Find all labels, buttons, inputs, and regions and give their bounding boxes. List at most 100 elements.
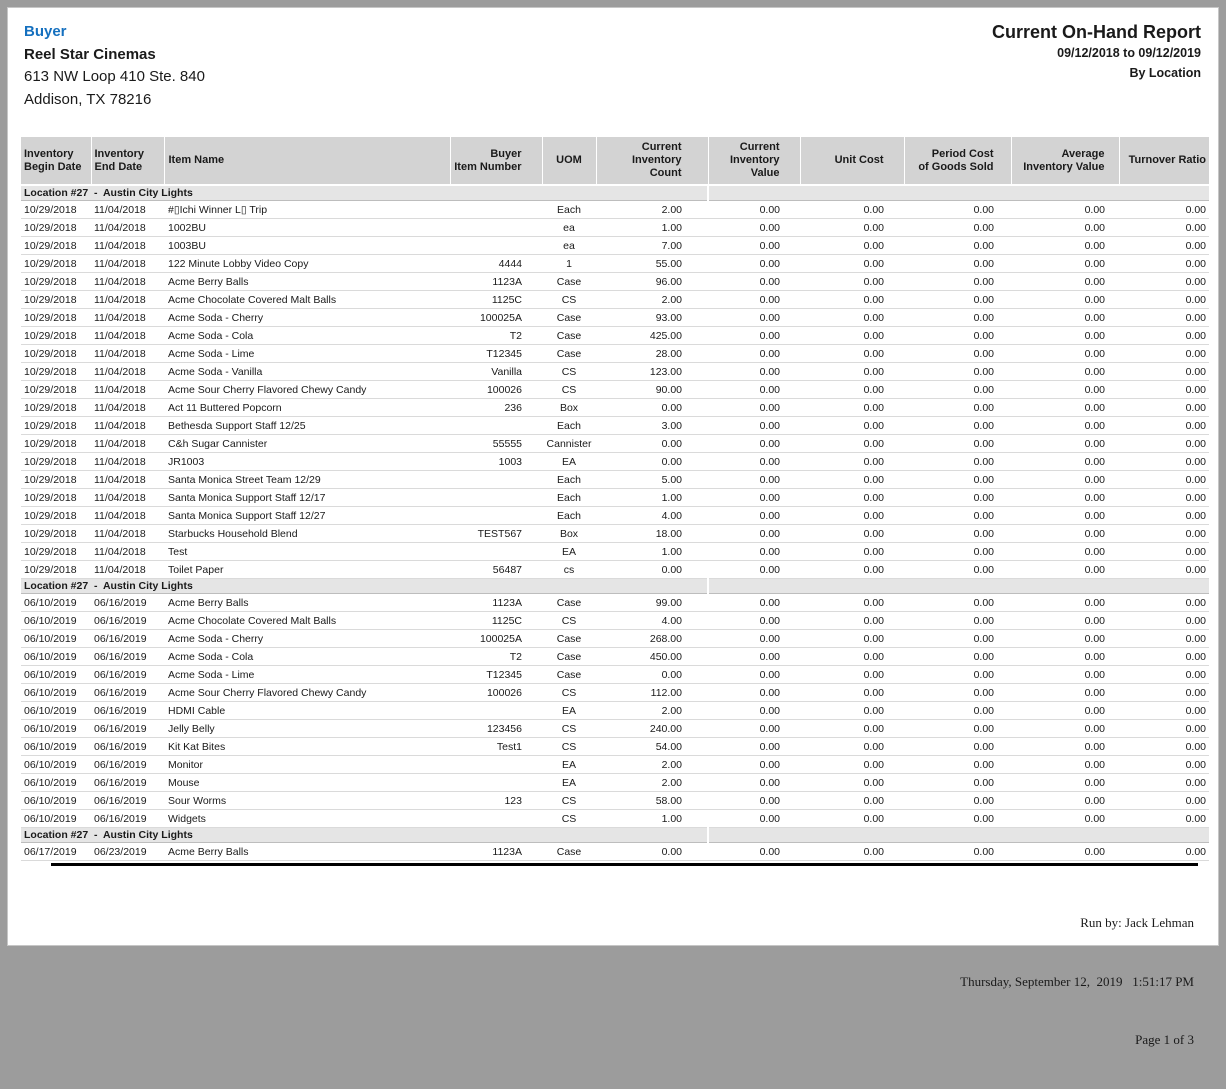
item-row: 10/29/2018 11/04/2018 Santa Monica Support… bbox=[21, 488, 1209, 507]
cell-uom: CS bbox=[542, 362, 596, 381]
cell-avg-inventory-value: 0.00 bbox=[1011, 236, 1119, 255]
cell-period-cogs: 0.00 bbox=[904, 326, 1011, 345]
cell-turnover-ratio: 0.00 bbox=[1119, 524, 1209, 543]
cell-uom: Case bbox=[542, 344, 596, 363]
cell-item-number: 100025A bbox=[450, 629, 542, 648]
cell-avg-inventory-value: 0.00 bbox=[1011, 362, 1119, 381]
cell-item-name: Acme Soda - Lime bbox=[164, 665, 450, 684]
cell-begin-date: 06/10/2019 bbox=[21, 593, 91, 612]
cell-item-name: Mouse bbox=[164, 773, 450, 792]
cell-end-date: 06/16/2019 bbox=[91, 701, 164, 720]
cell-inventory-count: 1.00 bbox=[596, 542, 708, 561]
cell-end-date: 11/04/2018 bbox=[91, 308, 164, 327]
cell-turnover-ratio: 0.00 bbox=[1119, 326, 1209, 345]
cell-turnover-ratio: 0.00 bbox=[1119, 560, 1209, 579]
cell-begin-date: 10/29/2018 bbox=[21, 236, 91, 255]
cell-item-number: 1125C bbox=[450, 290, 542, 309]
cell-avg-inventory-value: 0.00 bbox=[1011, 200, 1119, 219]
item-row: 06/10/2019 06/16/2019 Acme Soda - Cola T2 Ca… bbox=[21, 647, 1209, 666]
cell-item-number: 4444 bbox=[450, 254, 542, 273]
page-number-text: Page 1 of 3 bbox=[1135, 1032, 1194, 1047]
cell-begin-date: 10/29/2018 bbox=[21, 380, 91, 399]
col-turnover-ratio: Turnover Ratio bbox=[1118, 137, 1209, 186]
cell-period-cogs: 0.00 bbox=[904, 254, 1011, 273]
cell-unit-cost: 0.00 bbox=[800, 434, 904, 453]
item-row: 06/10/2019 06/16/2019 Acme Sour Cherry Fla… bbox=[21, 683, 1209, 702]
location-group-label: Location #27 - Austin City Lights bbox=[21, 184, 708, 201]
cell-inventory-count: 123.00 bbox=[596, 362, 708, 381]
cell-begin-date: 10/29/2018 bbox=[21, 434, 91, 453]
cell-unit-cost: 0.00 bbox=[800, 524, 904, 543]
cell-avg-inventory-value: 0.00 bbox=[1011, 842, 1119, 861]
cell-period-cogs: 0.00 bbox=[904, 593, 1011, 612]
cell-inventory-value: 0.00 bbox=[708, 665, 800, 684]
cell-period-cogs: 0.00 bbox=[904, 719, 1011, 738]
cell-avg-inventory-value: 0.00 bbox=[1011, 593, 1119, 612]
cell-inventory-count: 96.00 bbox=[596, 272, 708, 291]
cell-turnover-ratio: 0.00 bbox=[1119, 737, 1209, 756]
cell-begin-date: 10/29/2018 bbox=[21, 218, 91, 237]
cell-inventory-value: 0.00 bbox=[708, 506, 800, 525]
cell-item-name: 1002BU bbox=[164, 218, 450, 237]
cell-inventory-value: 0.00 bbox=[708, 629, 800, 648]
cell-uom: EA bbox=[542, 701, 596, 720]
cell-inventory-value: 0.00 bbox=[708, 434, 800, 453]
cell-inventory-value: 0.00 bbox=[708, 809, 800, 828]
cell-begin-date: 10/29/2018 bbox=[21, 308, 91, 327]
cell-begin-date: 10/29/2018 bbox=[21, 290, 91, 309]
cell-item-number bbox=[450, 236, 542, 255]
col-buyer-item-number: Buyer Item Number bbox=[449, 137, 542, 186]
item-row: 06/17/2019 06/23/2019 Acme Berry Balls 1123… bbox=[21, 842, 1209, 861]
cell-inventory-count: 5.00 bbox=[596, 470, 708, 489]
item-row: 06/10/2019 06/16/2019 Jelly Belly 123456 CS 2… bbox=[21, 719, 1209, 738]
item-row: 10/29/2018 11/04/2018 Santa Monica Street … bbox=[21, 470, 1209, 489]
cell-inventory-count: 450.00 bbox=[596, 647, 708, 666]
cell-end-date: 11/04/2018 bbox=[91, 398, 164, 417]
cell-item-name: Bethesda Support Staff 12/25 bbox=[164, 416, 450, 435]
cell-inventory-value: 0.00 bbox=[708, 719, 800, 738]
item-row: 06/10/2019 06/16/2019 Acme Soda - Cherry 10… bbox=[21, 629, 1209, 648]
item-row: 10/29/2018 11/04/2018 Acme Berry Balls 1123… bbox=[21, 272, 1209, 291]
cell-end-date: 11/04/2018 bbox=[91, 326, 164, 345]
cell-inventory-count: 0.00 bbox=[596, 452, 708, 471]
cell-end-date: 06/16/2019 bbox=[91, 755, 164, 774]
cell-uom: Each bbox=[542, 200, 596, 219]
cell-period-cogs: 0.00 bbox=[904, 200, 1011, 219]
cell-begin-date: 06/10/2019 bbox=[21, 809, 91, 828]
cell-avg-inventory-value: 0.00 bbox=[1011, 254, 1119, 273]
cell-turnover-ratio: 0.00 bbox=[1119, 380, 1209, 399]
col-unit-cost: Unit Cost bbox=[799, 137, 904, 186]
cell-period-cogs: 0.00 bbox=[904, 452, 1011, 471]
report-grouping: By Location bbox=[1129, 66, 1201, 80]
cell-uom: CS bbox=[542, 791, 596, 810]
cell-inventory-count: 55.00 bbox=[596, 254, 708, 273]
location-group-row: Location #27 - Austin City Lights bbox=[21, 184, 1209, 201]
cell-end-date: 11/04/2018 bbox=[91, 560, 164, 579]
cell-inventory-count: 93.00 bbox=[596, 308, 708, 327]
cell-end-date: 06/16/2019 bbox=[91, 647, 164, 666]
cell-avg-inventory-value: 0.00 bbox=[1011, 290, 1119, 309]
cell-avg-inventory-value: 0.00 bbox=[1011, 683, 1119, 702]
cell-inventory-count: 2.00 bbox=[596, 290, 708, 309]
cell-item-number: Vanilla bbox=[450, 362, 542, 381]
cell-item-number bbox=[450, 218, 542, 237]
cell-item-name: Acme Berry Balls bbox=[164, 593, 450, 612]
cell-inventory-count: 2.00 bbox=[596, 701, 708, 720]
cell-inventory-value: 0.00 bbox=[708, 272, 800, 291]
cell-uom: CS bbox=[542, 737, 596, 756]
cell-item-number: 100026 bbox=[450, 683, 542, 702]
report-date-range: 09/12/2018 to 09/12/2019 bbox=[1057, 46, 1201, 60]
item-row: 10/29/2018 11/04/2018 C&h Sugar Cannister 5… bbox=[21, 434, 1209, 453]
cell-item-name: Sour Worms bbox=[164, 791, 450, 810]
cell-unit-cost: 0.00 bbox=[800, 665, 904, 684]
location-group-spacer bbox=[707, 184, 1209, 201]
cell-uom: EA bbox=[542, 542, 596, 561]
cell-item-name: Acme Sour Cherry Flavored Chewy Candy bbox=[164, 683, 450, 702]
cell-period-cogs: 0.00 bbox=[904, 647, 1011, 666]
cell-uom: Case bbox=[542, 665, 596, 684]
cell-period-cogs: 0.00 bbox=[904, 416, 1011, 435]
cell-item-name: Test bbox=[164, 542, 450, 561]
cell-uom: CS bbox=[542, 683, 596, 702]
table-header: Inventory Begin Date Inventory End Date It… bbox=[21, 137, 1209, 186]
cell-inventory-value: 0.00 bbox=[708, 398, 800, 417]
